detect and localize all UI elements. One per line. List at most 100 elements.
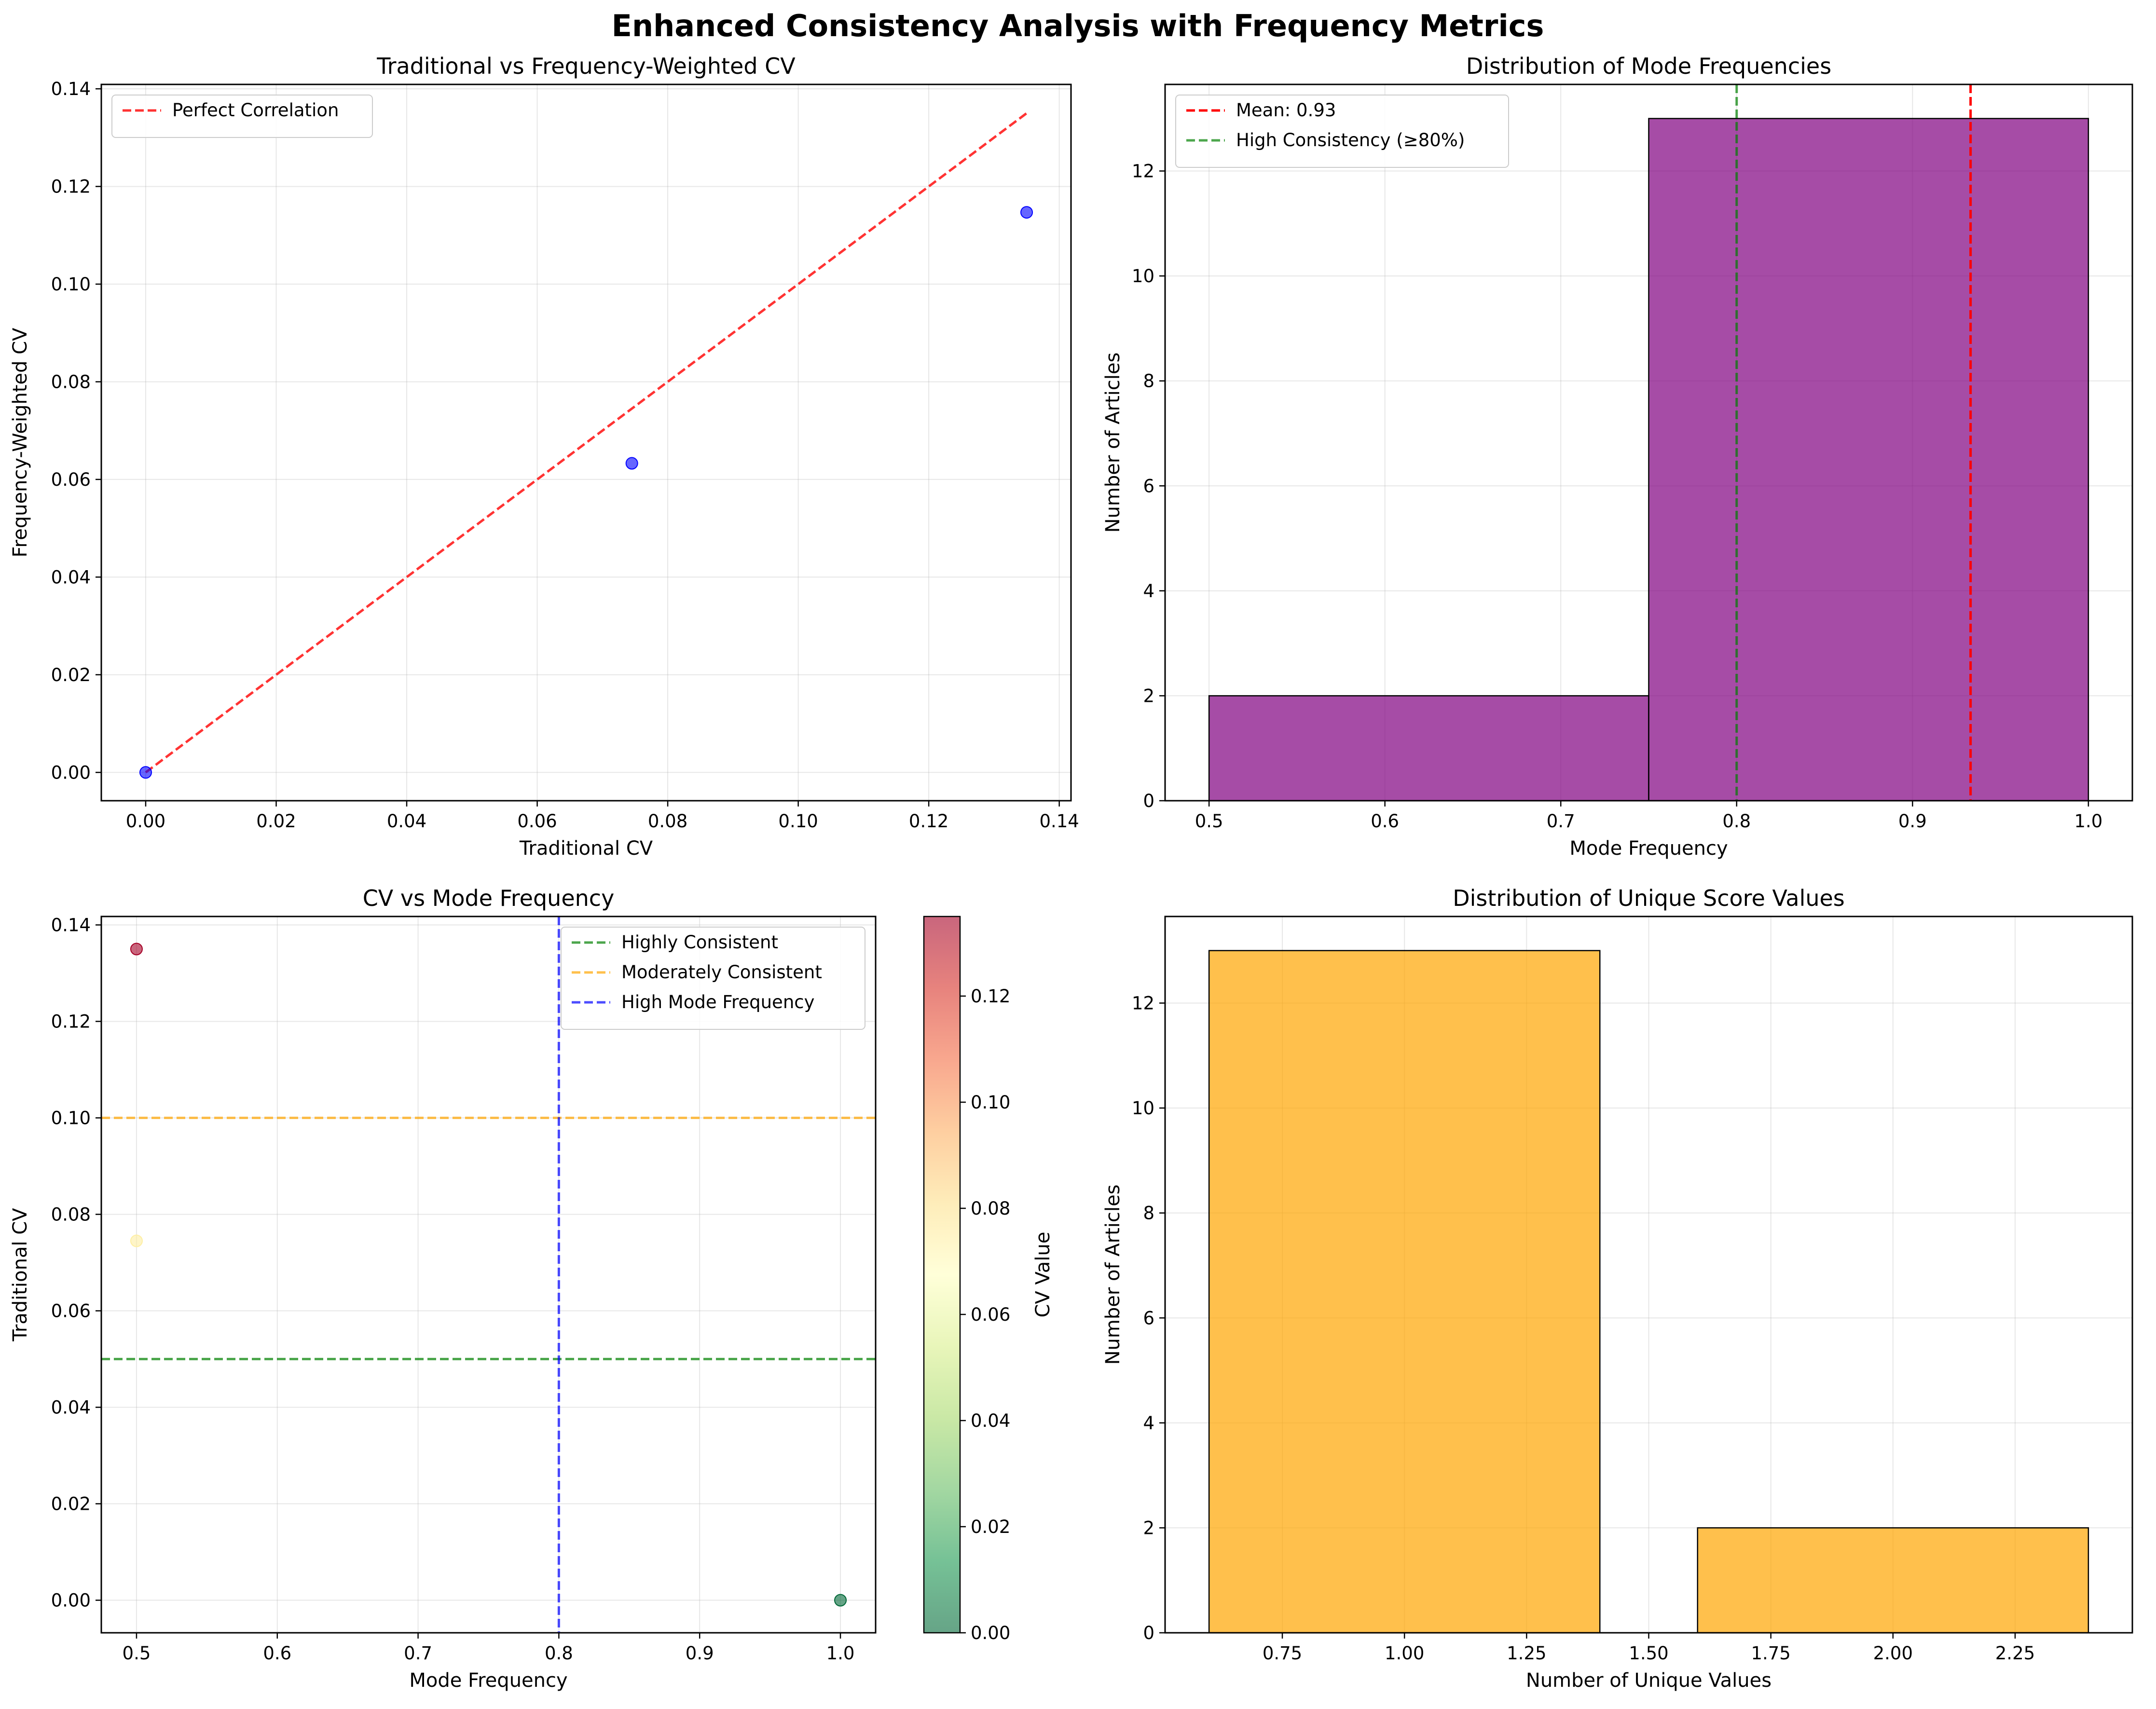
x-tick-label: 0.6 xyxy=(1371,811,1399,832)
scatter-point xyxy=(130,943,143,956)
x-axis-label: Number of Unique Values xyxy=(1526,1669,1771,1692)
x-tick-label: 0.10 xyxy=(778,811,818,832)
legend-entry: High Consistency (≥80%) xyxy=(1236,130,1465,150)
y-tick-label: 4 xyxy=(1143,1413,1154,1434)
colorbar-frame xyxy=(923,916,961,1634)
x-tick-label: 1.00 xyxy=(1385,1643,1424,1664)
bar xyxy=(1208,950,1601,1634)
y-axis-label: Frequency-Weighted CV xyxy=(9,328,31,558)
y-tick-label: 0.00 xyxy=(51,762,91,783)
y-tick-label: 8 xyxy=(1143,371,1154,392)
legend-box xyxy=(561,927,865,1030)
x-tick-label: 0.9 xyxy=(1898,811,1927,832)
y-tick-label: 12 xyxy=(1132,161,1154,182)
perfect-correlation-line xyxy=(145,112,1028,774)
legend-entry: High Mode Frequency xyxy=(621,992,815,1012)
y-tick-label: 0.02 xyxy=(51,1494,91,1515)
y-tick-label: 8 xyxy=(1143,1203,1154,1224)
y-tick-label: 0.12 xyxy=(51,1012,91,1032)
legend: Mean: 0.93 High Consistency (≥80%) xyxy=(1175,95,1509,168)
x-tick-label: 0.8 xyxy=(1722,811,1751,832)
panel-unique-values-histogram: 0.75 1.00 1.25 1.50 1.75 2.00 2.25 0 2 4 6 8 10 12 Dis… xyxy=(1102,885,2133,1692)
scatter-point xyxy=(834,1594,847,1607)
y-tick-label: 2 xyxy=(1143,685,1154,706)
colorbar: 0.00 0.02 0.04 0.06 0.08 0.10 0.12 CV Value xyxy=(923,916,1054,1643)
y-tick-label: 2 xyxy=(1143,1518,1154,1538)
x-tick-label: 0.7 xyxy=(404,1643,432,1664)
scatter-point xyxy=(1020,206,1033,219)
colorbar-tick-label: 0.04 xyxy=(971,1410,1010,1431)
panel-title: Distribution of Unique Score Values xyxy=(1453,885,1845,911)
y-tick-label: 0.02 xyxy=(51,665,91,685)
y-axis-label: Number of Articles xyxy=(1102,1185,1124,1365)
y-tick-label: 10 xyxy=(1132,266,1154,287)
colorbar-tick-label: 0.10 xyxy=(971,1092,1010,1113)
legend-entry: Mean: 0.93 xyxy=(1236,100,1336,121)
x-tick-label: 0.5 xyxy=(1195,811,1223,832)
scatter-point xyxy=(625,457,638,470)
x-tick-label: 1.0 xyxy=(2074,811,2102,832)
panel-mode-frequency-histogram: 0.5 0.6 0.7 0.8 0.9 1.0 0 2 4 6 8 10 12 Distribution … xyxy=(1102,53,2133,860)
x-tick-label: 0.04 xyxy=(387,811,426,832)
x-tick-label: 1.75 xyxy=(1751,1643,1790,1664)
panel-cv-vs-mode-frequency: 0.5 0.6 0.7 0.8 0.9 1.0 0.00 0.02 0.04 0.06 0.08 0.… xyxy=(9,885,877,1692)
y-tick-label: 4 xyxy=(1143,581,1154,602)
axes-frame xyxy=(100,83,1072,802)
scatter-point xyxy=(130,1234,143,1247)
bar xyxy=(1697,1527,2089,1634)
y-tick-label: 0.00 xyxy=(51,1590,91,1611)
x-tick-label: 2.00 xyxy=(1873,1643,1913,1664)
x-tick-label: 1.25 xyxy=(1507,1643,1546,1664)
x-tick-label: 0.02 xyxy=(256,811,296,832)
x-tick-label: 0.14 xyxy=(1039,811,1079,832)
colorbar-label: CV Value xyxy=(1032,1232,1054,1318)
panel-title: CV vs Mode Frequency xyxy=(363,885,615,911)
histogram-bar xyxy=(1648,118,2089,802)
y-tick-label: 0.06 xyxy=(51,1301,91,1322)
y-tick-label: 0.10 xyxy=(51,1108,91,1129)
y-tick-label: 0.08 xyxy=(51,371,91,392)
colorbar-tick-label: 0.08 xyxy=(971,1198,1010,1219)
axes-frame xyxy=(1164,83,2133,802)
x-tick-label: 1.50 xyxy=(1629,1643,1668,1664)
x-tick-label: 0.12 xyxy=(909,811,948,832)
figure-suptitle: Enhanced Consistency Analysis with Frequ… xyxy=(612,8,1544,43)
y-tick-label: 0.04 xyxy=(51,1397,91,1418)
y-tick-label: 0.10 xyxy=(51,274,91,295)
x-axis-label: Traditional CV xyxy=(519,837,653,860)
x-tick-label: 0.9 xyxy=(686,1643,714,1664)
y-tick-label: 0.12 xyxy=(51,177,91,197)
y-axis-label: Traditional CV xyxy=(9,1208,31,1342)
y-tick-label: 6 xyxy=(1143,476,1154,496)
legend: Highly Consistent Moderately Consistent Hi… xyxy=(561,927,865,1030)
y-tick-label: 0.14 xyxy=(51,79,91,99)
colorbar-tick-label: 0.12 xyxy=(971,986,1010,1007)
y-tick-label: 6 xyxy=(1143,1308,1154,1328)
y-tick-label: 0 xyxy=(1143,791,1154,811)
x-axis-label: Mode Frequency xyxy=(409,1669,567,1692)
x-axis-label: Mode Frequency xyxy=(1569,837,1728,860)
colorbar-tick-label: 0.02 xyxy=(971,1517,1010,1537)
y-tick-label: 10 xyxy=(1132,1098,1154,1119)
panel-title: Distribution of Mode Frequencies xyxy=(1466,53,1831,79)
x-tick-label: 0.06 xyxy=(517,811,557,832)
x-tick-label: 0.00 xyxy=(126,811,165,832)
legend-box xyxy=(1175,95,1509,168)
panel-traditional-vs-weighted-cv: 0.00 0.02 0.04 0.06 0.08 0.10 0.12 0.14 0.00 0.02… xyxy=(9,53,1079,860)
x-tick-label: 0.6 xyxy=(263,1643,291,1664)
x-tick-label: 2.25 xyxy=(1995,1643,2035,1664)
x-tick-label: 0.8 xyxy=(545,1643,573,1664)
y-tick-label: 0 xyxy=(1143,1623,1154,1643)
y-tick-label: 0.04 xyxy=(51,567,91,588)
legend-entry: Perfect Correlation xyxy=(172,100,339,121)
legend-box xyxy=(111,95,373,138)
x-tick-label: 0.7 xyxy=(1547,811,1575,832)
legend-entry: Moderately Consistent xyxy=(621,962,822,983)
x-tick-label: 0.75 xyxy=(1263,1643,1302,1664)
colorbar-tick-label: 0.00 xyxy=(971,1623,1010,1643)
y-tick-label: 12 xyxy=(1132,993,1154,1014)
x-tick-label: 0.5 xyxy=(123,1643,151,1664)
legend-entry: Highly Consistent xyxy=(621,932,778,953)
y-tick-label: 0.08 xyxy=(51,1204,91,1225)
